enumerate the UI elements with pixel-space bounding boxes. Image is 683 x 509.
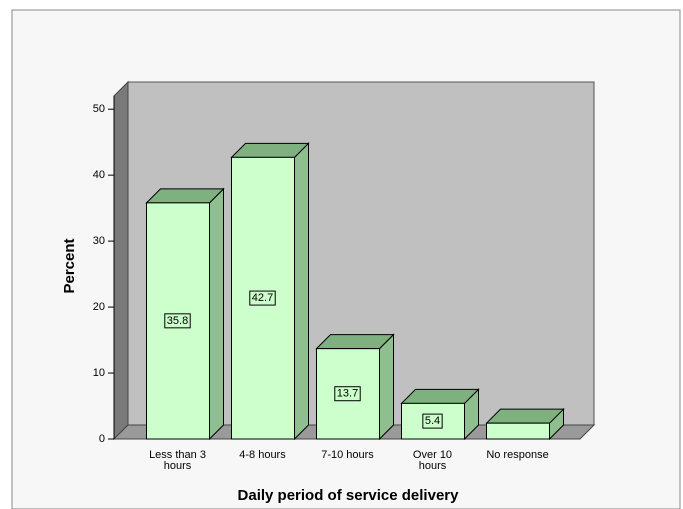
bar-top xyxy=(400,388,480,404)
bar-top xyxy=(230,142,310,158)
x-tick-label: Less than 3 hours xyxy=(149,449,206,472)
value-label: 42.7 xyxy=(252,292,273,304)
value-label: 13.7 xyxy=(337,388,358,400)
x-axis-title: Daily period of service delivery xyxy=(238,487,460,504)
x-tick-label: 4-8 hours xyxy=(239,449,286,461)
y-axis-title: Percent xyxy=(61,238,78,293)
bar-top xyxy=(315,334,395,350)
y-tick-label: 30 xyxy=(93,235,105,247)
value-label-box xyxy=(422,413,443,429)
y-tick-label: 10 xyxy=(93,367,105,379)
value-label-box xyxy=(249,290,276,306)
bar-side xyxy=(379,333,394,441)
x-tick-label: No response xyxy=(486,449,548,461)
y-tick-label: 40 xyxy=(93,169,105,181)
value-label: 35.8 xyxy=(167,315,188,327)
value-label: 5.4 xyxy=(425,415,440,427)
value-label-box xyxy=(334,386,361,402)
value-label-box xyxy=(164,313,191,329)
x-tick-label: Over 10 hours xyxy=(413,449,452,472)
y-tick-label: 20 xyxy=(93,301,105,313)
side-wall xyxy=(113,80,129,441)
bar-side xyxy=(294,142,309,441)
bar xyxy=(486,422,550,440)
bar-top xyxy=(485,408,565,424)
y-tick-label: 50 xyxy=(93,103,105,115)
bar-top xyxy=(145,188,225,204)
y-tick-label: 0 xyxy=(99,433,105,445)
x-tick-label: 7-10 hours xyxy=(321,449,374,461)
bar-side xyxy=(209,187,224,441)
